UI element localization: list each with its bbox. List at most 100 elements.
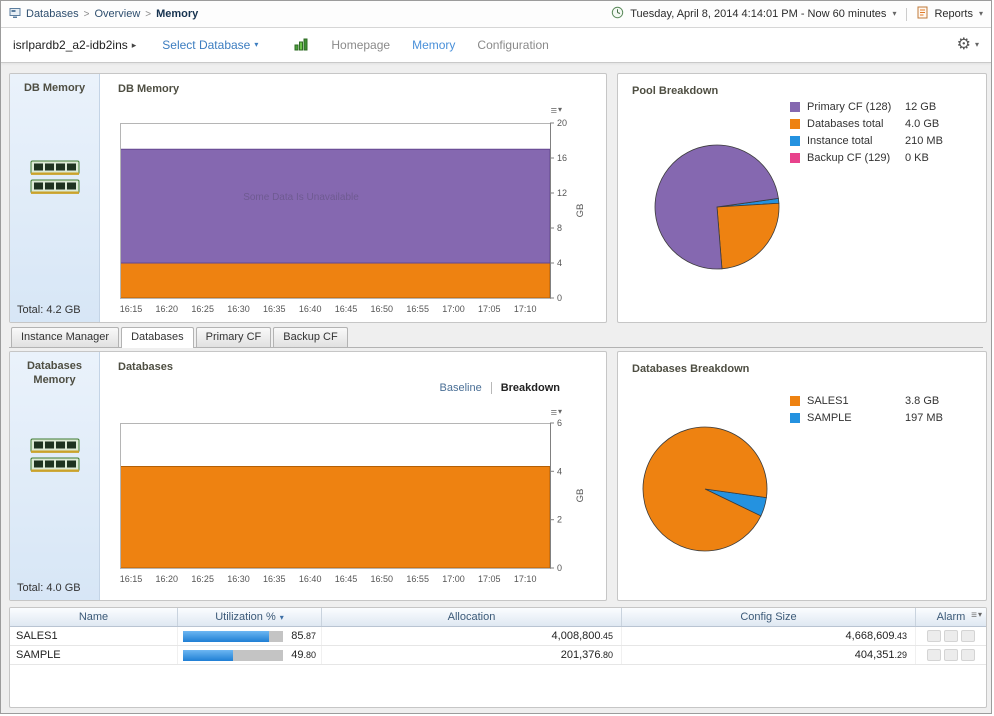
select-database-dropdown[interactable]: Select Database ▾	[162, 38, 259, 52]
svg-text:17:05: 17:05	[478, 574, 501, 584]
svg-text:16:45: 16:45	[335, 574, 358, 584]
table-row-sales1[interactable]: SALES1 85.87 4,008,800.45 4,668,609.43	[10, 627, 986, 646]
tab-databases[interactable]: Databases	[121, 327, 194, 348]
svg-text:16:40: 16:40	[299, 574, 322, 584]
svg-text:16:35: 16:35	[263, 304, 286, 314]
alarm-indicator	[944, 630, 958, 642]
svg-text:17:10: 17:10	[514, 304, 537, 314]
svg-text:0: 0	[557, 563, 562, 573]
legend-swatch	[790, 118, 800, 129]
cell-allocation: 201,376.80	[322, 646, 622, 664]
svg-text:17:00: 17:00	[442, 574, 465, 584]
table-menu-icon[interactable]: ≡ ▾	[971, 610, 982, 621]
alarm-indicator	[944, 649, 958, 661]
page-actions-menu[interactable]: ⚙ ▾	[957, 37, 979, 53]
svg-text:20: 20	[557, 118, 567, 128]
alarm-indicator	[961, 630, 975, 642]
svg-text:16:55: 16:55	[406, 304, 429, 314]
legend-item: SAMPLE 197 MB	[790, 409, 943, 426]
homepage-icon	[294, 37, 309, 54]
databases-area-chart: 0 2 4 6 GB 16:15 16:20 16:25 16:30 16:35 16:40 16:4…	[119, 418, 590, 596]
cell-config-size: 404,351.29	[622, 646, 916, 664]
legend-item: SALES1 3.8 GB	[790, 392, 943, 409]
svg-text:GB: GB	[575, 489, 586, 503]
breadcrumb-current-page: Memory	[156, 8, 199, 20]
nav-memory[interactable]: Memory	[412, 38, 456, 52]
baseline-toggle[interactable]: Baseline	[439, 382, 482, 394]
tab-backup-cf[interactable]: Backup CF	[273, 327, 348, 347]
db-memory-chart-zone: DB Memory ≡ ▾ 0 4 8 12 16 20 GB 16:15 16:20 16:25 1…	[100, 74, 606, 322]
svg-text:16:15: 16:15	[120, 304, 142, 314]
nav-homepage[interactable]: Homepage	[331, 38, 391, 52]
separator	[906, 7, 908, 21]
memory-total: Total: 4.0 GB	[17, 582, 81, 594]
svg-text:12: 12	[557, 188, 567, 198]
top-toolbar: Databases > Overview > Memory Tuesday, A…	[1, 1, 991, 28]
chevron-right-icon: ▸	[131, 39, 137, 50]
legend-swatch	[790, 152, 800, 163]
svg-text:16:55: 16:55	[406, 574, 429, 584]
pool-breakdown-pie	[642, 137, 792, 280]
breadcrumb-overview[interactable]: Overview	[94, 8, 141, 20]
legend-item: Instance total 210 MB	[790, 132, 943, 149]
table-row-sample[interactable]: SAMPLE 49.80 201,376.80 404,351.29	[10, 646, 986, 665]
tab-primary-cf[interactable]: Primary CF	[195, 327, 272, 347]
databases-breakdown-legend: SALES1 3.8 GB SAMPLE 197 MB	[790, 392, 943, 426]
chart-menu-icon[interactable]: ≡ ▾	[550, 407, 562, 419]
legend-swatch	[790, 135, 800, 146]
breadcrumb-separator: >	[83, 8, 90, 20]
db-memory-card: DB Memory Total: 4.2 GB DB Memory ≡ ▾ 0 4 8…	[9, 73, 607, 323]
instance-selector[interactable]: isrlpardb2_a2-idb2ins ▸	[13, 38, 136, 52]
time-range-selector[interactable]: Tuesday, April 8, 2014 4:14:01 PM - Now …	[630, 8, 887, 20]
svg-text:6: 6	[557, 418, 562, 428]
cell-name: SAMPLE	[10, 646, 178, 664]
alarm-indicator	[961, 649, 975, 661]
column-header-name[interactable]: Name	[10, 608, 178, 626]
panel-title: Databases Memory	[26, 360, 83, 386]
chevron-down-icon: ▾	[974, 40, 979, 49]
column-header-config-size[interactable]: Config Size	[622, 608, 916, 626]
breadcrumb: Databases > Overview > Memory	[9, 7, 198, 22]
utilization-bar	[183, 630, 283, 642]
chevron-down-icon: ▾	[254, 40, 259, 49]
alarm-indicator	[927, 649, 941, 661]
column-header-utilization[interactable]: Utilization % ▾	[178, 608, 322, 626]
svg-text:17:05: 17:05	[478, 304, 501, 314]
chart-title: Databases	[118, 361, 174, 373]
pool-breakdown-legend: Primary CF (128) 12 GB Databases total 4.0…	[790, 98, 943, 166]
breakdown-toggle[interactable]: Breakdown	[500, 382, 560, 394]
panel-title: DB Memory	[23, 82, 86, 94]
reports-button[interactable]: Reports	[934, 8, 973, 20]
svg-text:16:25: 16:25	[191, 304, 214, 314]
cell-allocation: 4,008,800.45	[322, 627, 622, 645]
cell-alarm	[916, 627, 986, 645]
breadcrumb-databases[interactable]: Databases	[26, 8, 79, 20]
databases-card: Databases Memory Total: 4.0 GB Databases…	[9, 351, 607, 601]
nav-configuration[interactable]: Configuration	[477, 38, 549, 52]
db-memory-area-chart: 0 4 8 12 16 20 GB 16:15 16:20 16:25 16:30 16:35 16:4…	[119, 118, 590, 322]
databases-breakdown-pie	[630, 419, 780, 562]
svg-text:16:40: 16:40	[299, 304, 322, 314]
svg-text:17:10: 17:10	[514, 574, 537, 584]
svg-text:2: 2	[557, 515, 562, 525]
svg-text:16:30: 16:30	[227, 304, 250, 314]
svg-text:16:30: 16:30	[227, 574, 250, 584]
chart-menu-icon[interactable]: ≡ ▾	[550, 105, 562, 117]
databases-table: Name Utilization % ▾ Allocation Config S…	[9, 607, 987, 708]
memory-total: Total: 4.2 GB	[17, 304, 81, 316]
dashboard-icon	[9, 7, 21, 22]
cell-name: SALES1	[10, 627, 178, 645]
view-toggle: Baseline Breakdown	[439, 382, 560, 394]
memory-icon	[28, 156, 82, 203]
chevron-down-icon: ▾	[978, 9, 983, 18]
column-header-allocation[interactable]: Allocation	[322, 608, 622, 626]
utilization-bar	[183, 649, 283, 661]
breadcrumb-separator: >	[145, 8, 152, 20]
tab-instance-manager[interactable]: Instance Manager	[11, 327, 120, 347]
svg-text:0: 0	[557, 293, 562, 303]
legend-item: Primary CF (128) 12 GB	[790, 98, 943, 115]
column-header-alarm[interactable]: Alarm ≡ ▾	[936, 610, 982, 624]
gear-icon: ⚙	[956, 36, 971, 53]
svg-text:16:15: 16:15	[120, 574, 142, 584]
svg-text:16:25: 16:25	[191, 574, 214, 584]
